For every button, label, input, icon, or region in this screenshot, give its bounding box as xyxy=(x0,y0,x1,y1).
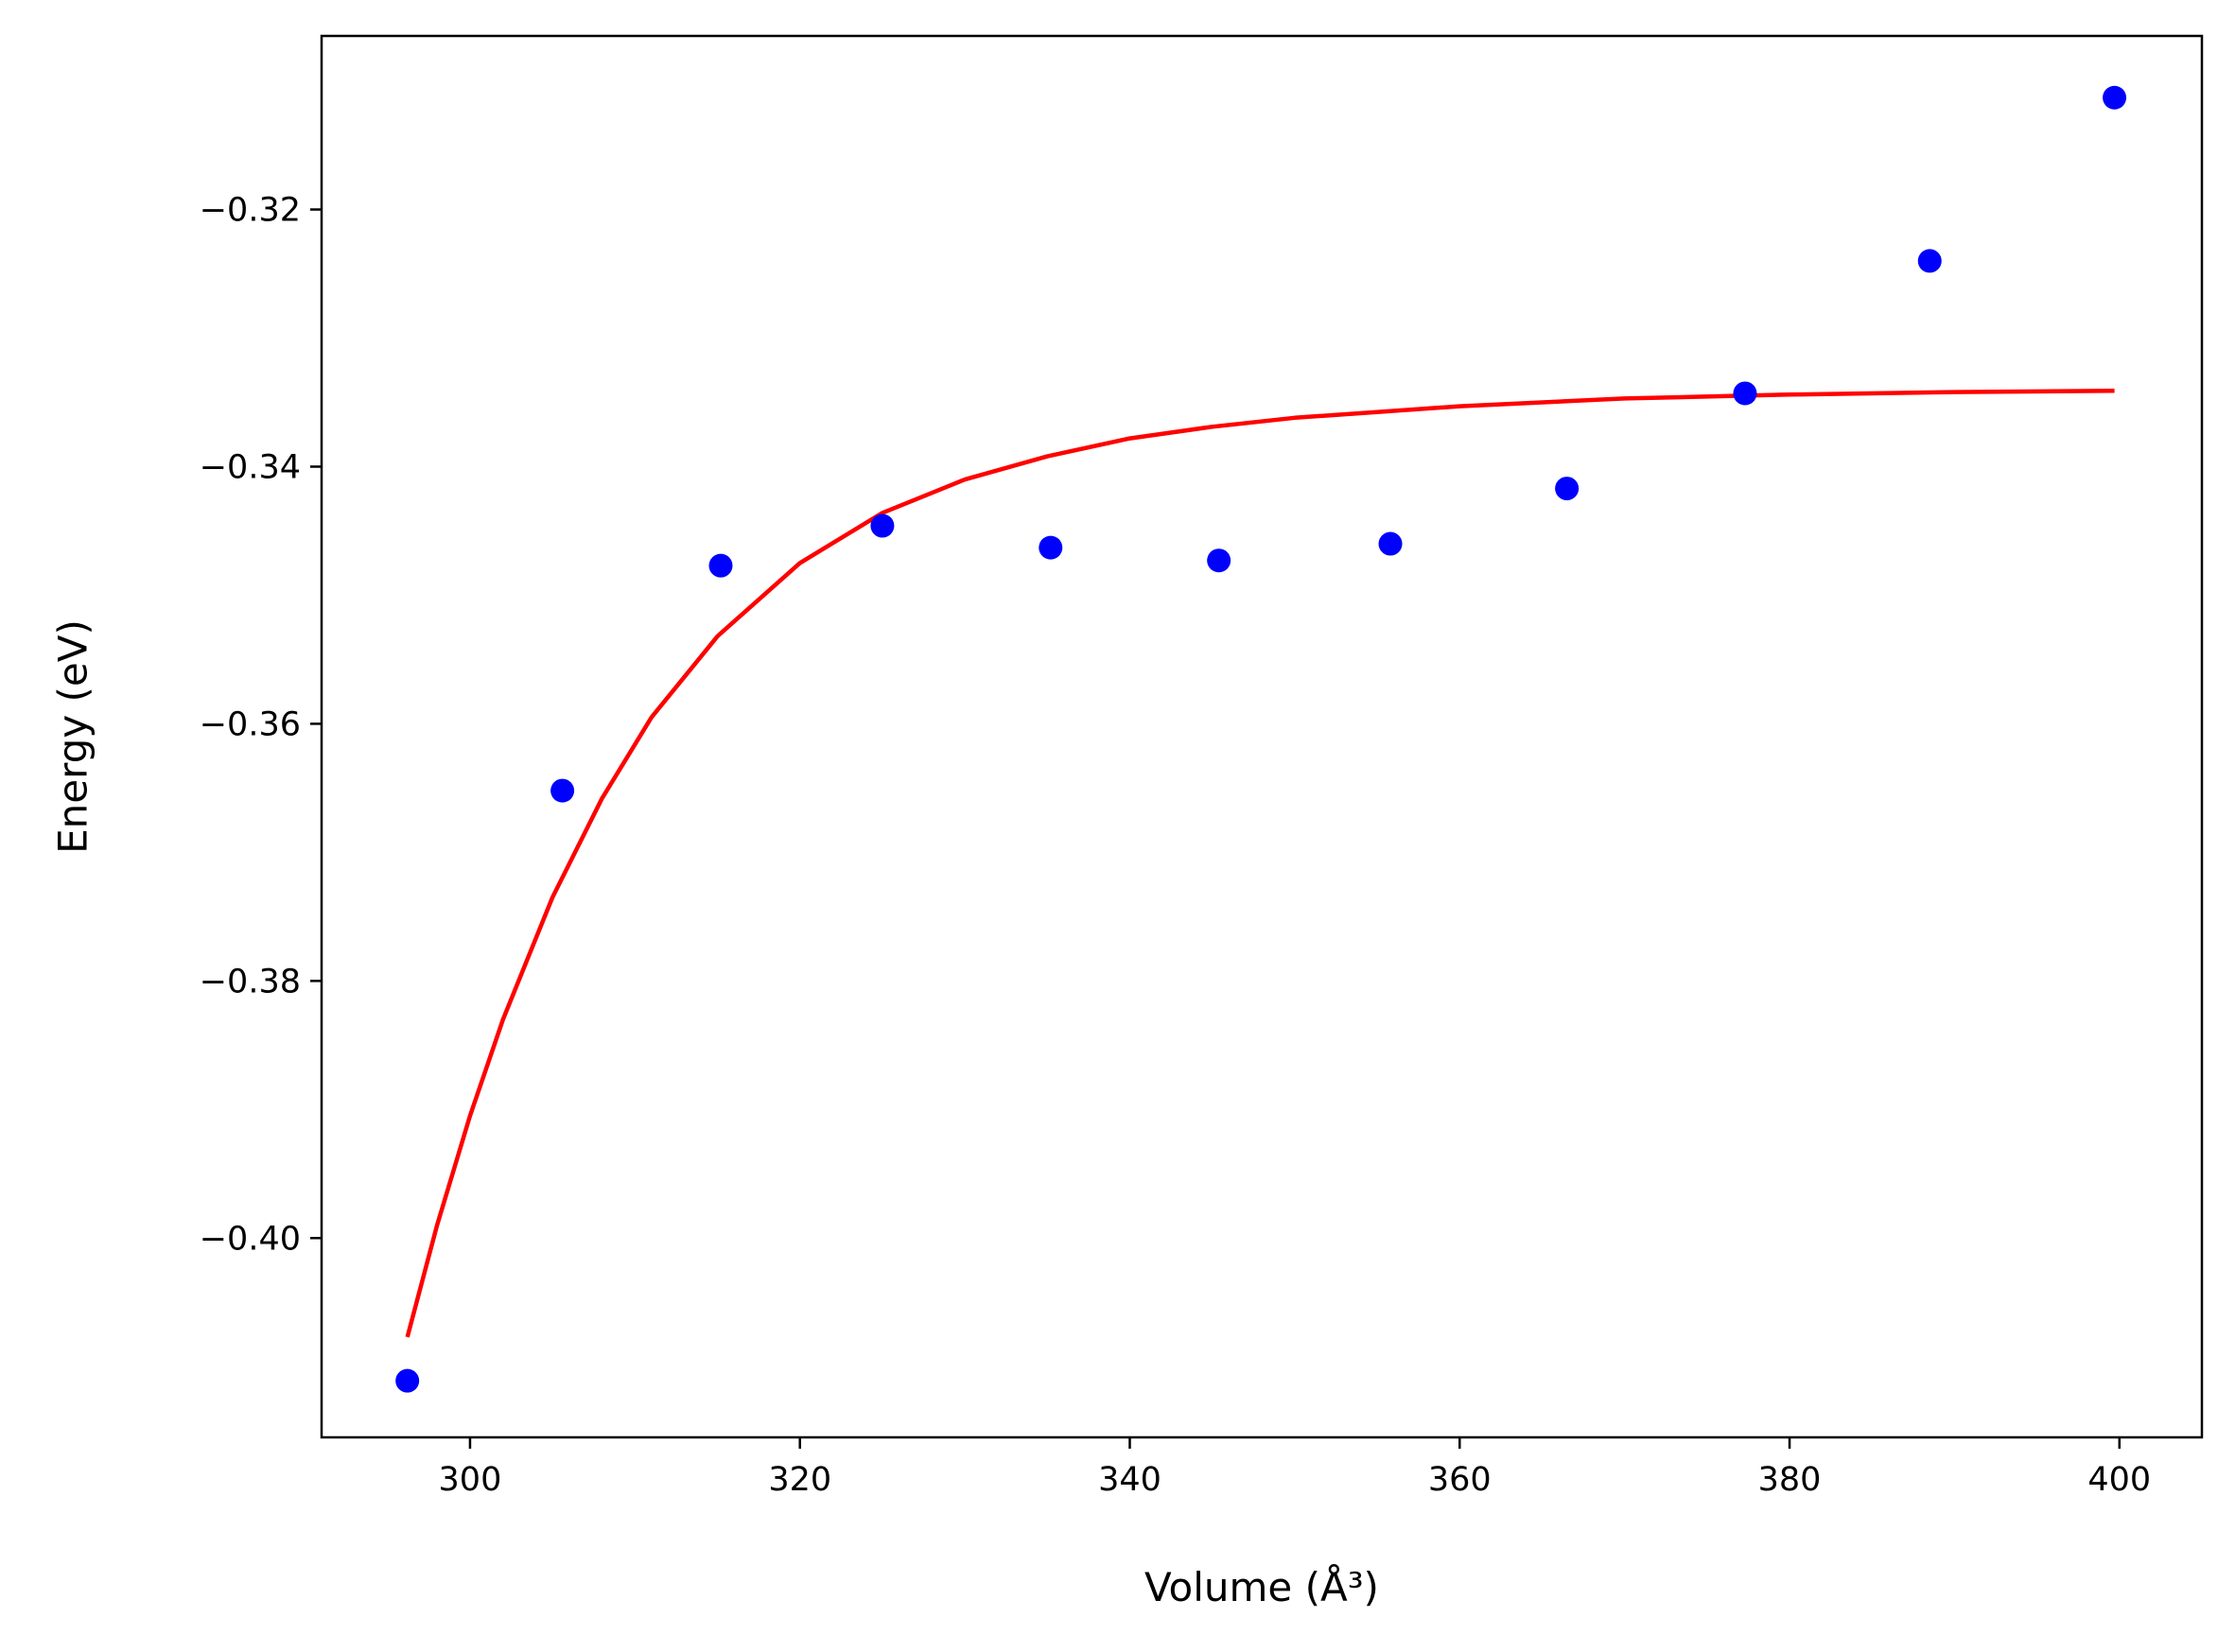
x-tick-label: 400 xyxy=(2087,1461,2151,1499)
data-point xyxy=(1207,548,1231,573)
data-point xyxy=(550,778,575,803)
data-point xyxy=(1917,249,1942,273)
fit-curve-line xyxy=(405,389,2115,1338)
y-axis-label: Energy (eV) xyxy=(50,619,96,854)
x-tick-label: 360 xyxy=(1428,1461,1492,1499)
y-tick-label: −0.34 xyxy=(200,448,301,486)
data-point xyxy=(1039,535,1063,560)
y-tick-label: −0.36 xyxy=(200,705,301,743)
plot-frame xyxy=(320,34,2204,1439)
data-point xyxy=(870,513,895,538)
x-axis-label: Volume (Å³) xyxy=(1144,1563,1379,1610)
y-tick-label: −0.32 xyxy=(200,192,301,230)
y-tick-label: −0.40 xyxy=(200,1220,301,1258)
x-tick-label: 320 xyxy=(768,1461,831,1499)
axes: 300 320 340 360 380 400 −0.40 −0.38 −0.36 −0.34 −0… xyxy=(200,34,2204,1499)
data-point xyxy=(708,553,733,578)
x-tick-label: 300 xyxy=(439,1461,502,1499)
data-point xyxy=(1555,477,1580,501)
x-tick-label: 380 xyxy=(1758,1461,1822,1499)
plot-area xyxy=(395,85,2127,1393)
data-point xyxy=(2103,85,2127,110)
data-point xyxy=(395,1368,420,1393)
data-point xyxy=(1378,531,1403,556)
x-tick-label: 340 xyxy=(1098,1461,1161,1499)
y-tick-label: −0.38 xyxy=(200,963,301,1000)
data-point xyxy=(1733,381,1757,406)
